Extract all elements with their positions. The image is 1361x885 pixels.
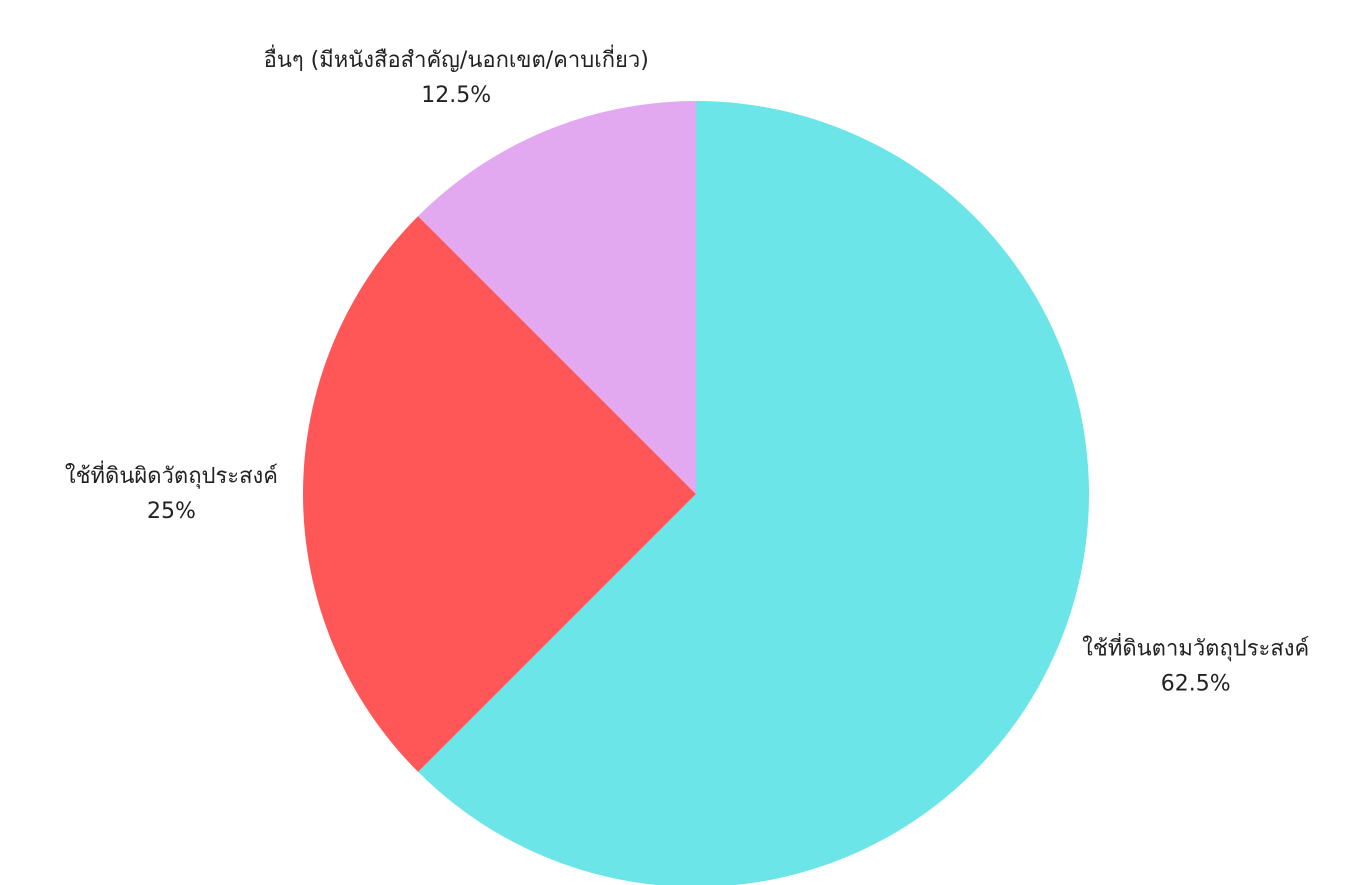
slice-value-label: 62.5%	[1161, 671, 1231, 696]
pie-slice	[418, 101, 696, 494]
slice-label: ใช้ที่ดินผิดวัตถุประสงค์	[65, 460, 278, 489]
slice-label: ใช้ที่ดินตามวัตถุประสงค์	[1082, 632, 1309, 661]
pie-slice	[303, 216, 696, 772]
slice-value-label: 25%	[147, 499, 196, 524]
slice-value-label: 12.5%	[421, 83, 491, 108]
slice-label: อื่นๆ (มีหนังสือสำคัญ/นอกเขต/คาบเกี่ยว)	[264, 44, 649, 73]
pie-slice	[418, 101, 1089, 885]
